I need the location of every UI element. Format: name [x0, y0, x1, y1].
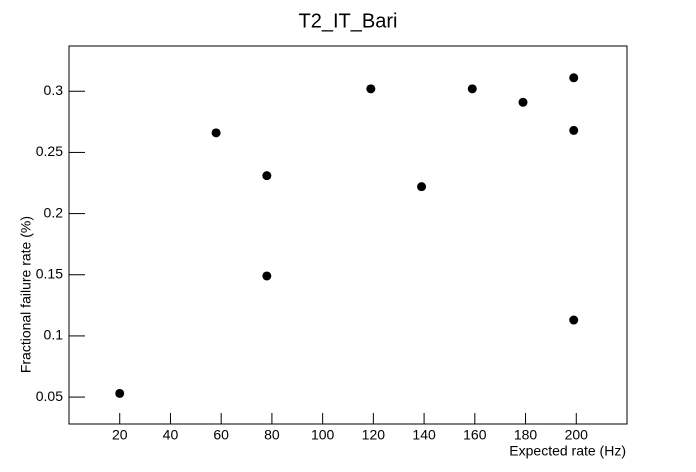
x-tick-label: 180: [514, 427, 538, 443]
x-tick-label: 140: [412, 427, 436, 443]
x-tick-label: 200: [565, 427, 589, 443]
x-tick-label: 40: [163, 427, 179, 443]
point: [115, 388, 125, 398]
x-tick-label: 20: [112, 427, 128, 443]
y-tick-label: 0.15: [36, 265, 63, 281]
point: [417, 182, 427, 192]
y-tick-label: 0.1: [44, 327, 64, 343]
x-tick-label: 100: [311, 427, 335, 443]
y-tick-label: 0.3: [44, 82, 64, 98]
point: [569, 73, 579, 83]
point: [211, 128, 221, 138]
x-tick-label: 80: [264, 427, 280, 443]
point: [262, 271, 272, 281]
x-axis-label: Expected rate (Hz): [509, 443, 626, 459]
point: [518, 97, 528, 107]
y-tick-label: 0.2: [44, 204, 64, 220]
point: [366, 84, 376, 94]
x-tick-label: 160: [463, 427, 487, 443]
chart-title: T2_IT_Bari: [299, 10, 398, 32]
point: [467, 84, 477, 94]
point: [569, 125, 579, 135]
y-tick-label: 0.25: [36, 143, 63, 159]
y-axis-label: Fractional failure rate (%): [18, 216, 34, 373]
plot-frame: [68, 45, 628, 425]
point: [262, 171, 272, 181]
point: [569, 315, 579, 325]
x-tick-label: 60: [213, 427, 229, 443]
y-tick-label: 0.05: [36, 388, 63, 404]
x-tick-label: 120: [362, 427, 386, 443]
